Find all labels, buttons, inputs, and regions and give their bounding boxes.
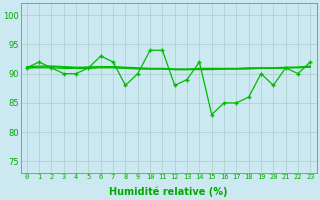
X-axis label: Humidité relative (%): Humidité relative (%): [109, 186, 228, 197]
